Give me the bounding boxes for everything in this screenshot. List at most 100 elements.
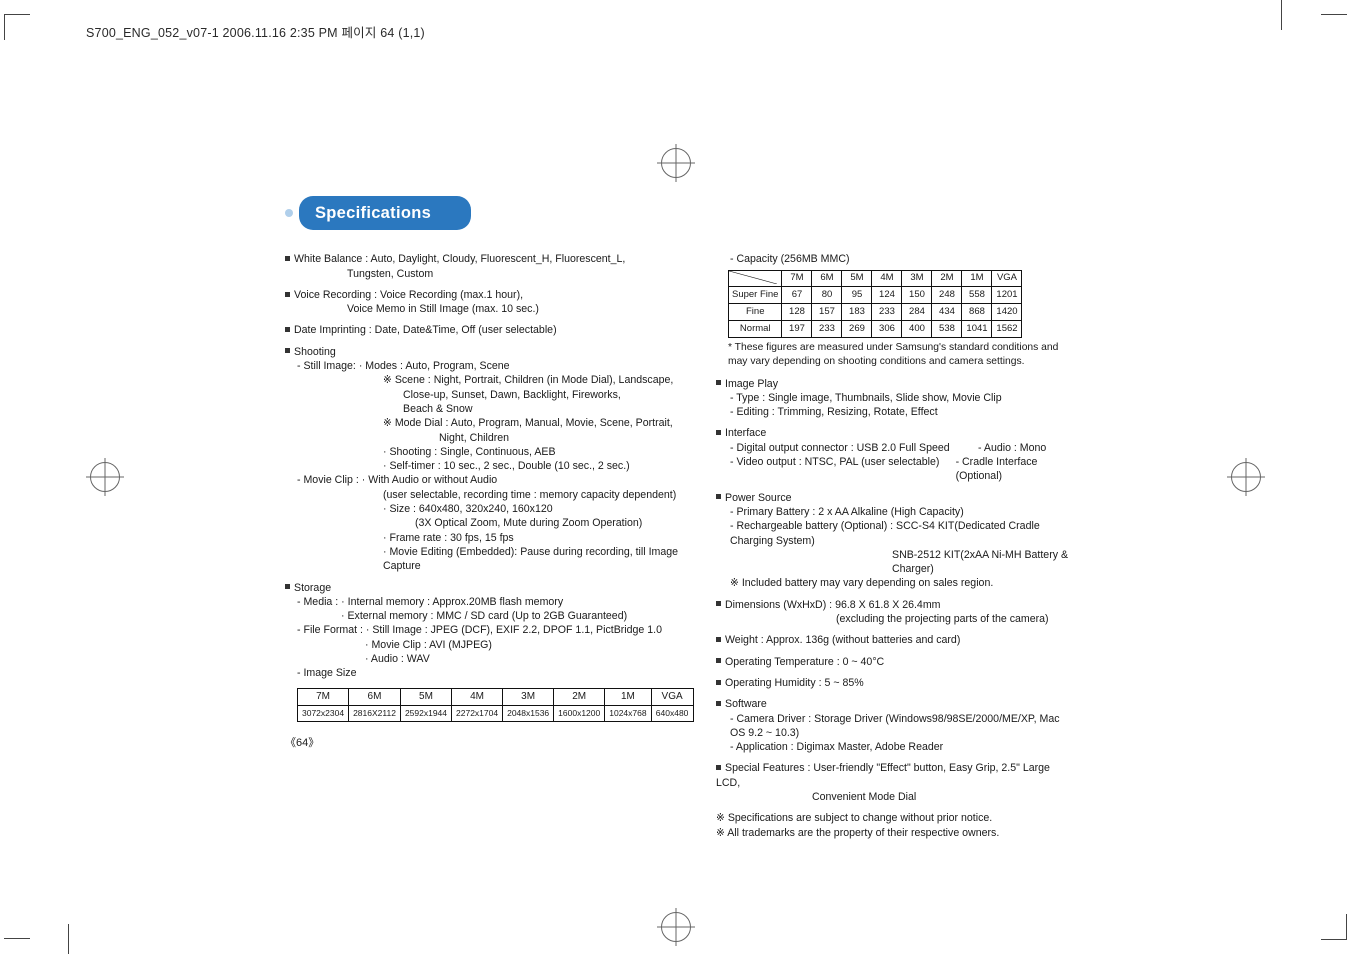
text: ※ Mode Dial : Auto, Program, Manual, Mov… [285, 416, 680, 430]
text: · Size : 640x480, 320x240, 160x120 [285, 502, 680, 516]
bullet-icon [716, 765, 721, 770]
footnote-specs: ※ Specifications are subject to change w… [716, 811, 1075, 825]
file-tag: S700_ENG_052_v07-1 2006.11.16 2:35 PM 페이… [86, 22, 425, 41]
section-title: Specifications [285, 196, 1075, 230]
text: (user selectable, recording time : memor… [285, 488, 680, 502]
bullet-icon [716, 658, 721, 663]
registration-mark-right [1231, 462, 1261, 492]
text: Operating Humidity : 5 ~ 85% [725, 677, 864, 689]
text: - Media : · Internal memory : Approx.20M… [285, 595, 680, 609]
text: · Movie Editing (Embedded): Pause during… [285, 545, 680, 574]
text: · External memory : MMC / SD card (Up to… [285, 609, 680, 623]
text: ※ Scene : Night, Portrait, Children (in … [285, 373, 680, 387]
text: · Audio : WAV [285, 652, 680, 666]
text: - Rechargeable battery (Optional) : SCC-… [716, 519, 1075, 548]
spec-software: Software - Camera Driver : Storage Drive… [716, 697, 1075, 754]
page-content: Specifications White Balance : Auto, Day… [285, 196, 1075, 840]
text: Software [725, 698, 767, 710]
bullet-icon [285, 256, 290, 261]
text: Close-up, Sunset, Dawn, Backlight, Firew… [285, 388, 680, 402]
bullet-icon [285, 584, 290, 589]
text: Voice Recording : Voice Recording (max.1… [294, 289, 523, 301]
crop-mark-bl2 [68, 924, 70, 954]
spec-voice-recording: Voice Recording : Voice Recording (max.1… [285, 288, 680, 317]
spec-storage: Storage - Media : · Internal memory : Ap… [285, 581, 680, 681]
spec-shooting: Shooting - Still Image: · Modes : Auto, … [285, 345, 680, 574]
title-dot-icon [285, 209, 293, 217]
text: (3X Optical Zoom, Mute during Zoom Opera… [285, 516, 680, 530]
text: - Still Image: · Modes : Auto, Program, … [285, 359, 680, 373]
text: Weight : Approx. 136g (without batteries… [725, 634, 960, 646]
text: - Editing : Trimming, Resizing, Rotate, … [716, 405, 1075, 419]
capacity-note: * These figures are measured under Samsu… [716, 341, 1075, 369]
text: Storage [294, 582, 331, 594]
text: Voice Memo in Still Image (max. 10 sec.) [285, 302, 680, 316]
registration-mark-bottom [661, 912, 691, 942]
spec-humidity: Operating Humidity : 5 ~ 85% [716, 676, 1075, 690]
title-text: Specifications [299, 196, 471, 230]
text: - Digital output connector : USB 2.0 Ful… [730, 441, 978, 455]
left-column: White Balance : Auto, Daylight, Cloudy, … [285, 252, 680, 840]
spec-power-source: Power Source - Primary Battery : 2 x AA … [716, 491, 1075, 591]
text: Dimensions (WxHxD) : 96.8 X 61.8 X 26.4m… [725, 599, 940, 611]
crop-mark-tr [1321, 14, 1347, 16]
text: - Movie Clip : · With Audio or without A… [285, 473, 680, 487]
text: · Shooting : Single, Continuous, AEB [285, 445, 680, 459]
crop-mark-bl [4, 938, 30, 940]
capacity-table: 7M6M5M4M3M2M1MVGA Super Fine678095124150… [728, 270, 1022, 338]
text: Image Play [725, 378, 778, 390]
text: ※ Included battery may vary depending on… [716, 576, 1075, 590]
text: - Camera Driver : Storage Driver (Window… [716, 712, 1075, 741]
text: Convenient Mode Dial [716, 790, 1075, 804]
footnote-trademarks: ※ All trademarks are the property of the… [716, 826, 1075, 840]
text: - Type : Single image, Thumbnails, Slide… [716, 391, 1075, 405]
text: Date Imprinting : Date, Date&Time, Off (… [294, 324, 557, 336]
image-size-table: 7M6M5M4M3M2M1MVGA 3072x23042816X21122592… [297, 688, 694, 722]
crop-mark-br [1321, 914, 1347, 940]
spec-dimensions: Dimensions (WxHxD) : 96.8 X 61.8 X 26.4m… [716, 598, 1075, 627]
bullet-icon [716, 637, 721, 642]
text: · Frame rate : 30 fps, 15 fps [285, 531, 680, 545]
bullet-icon [285, 348, 290, 353]
text: - Primary Battery : 2 x AA Alkaline (Hig… [716, 505, 1075, 519]
crop-mark-tr2 [1281, 0, 1283, 30]
text: Shooting [294, 346, 336, 358]
text: · Movie Clip : AVI (MJPEG) [285, 638, 680, 652]
page-number: 《64》 [285, 736, 680, 751]
text: (excluding the projecting parts of the c… [716, 612, 1075, 626]
bullet-icon [716, 680, 721, 685]
right-column: - Capacity (256MB MMC) 7M6M5M4M3M2M1MVGA… [716, 252, 1075, 840]
text: Special Features : User-friendly "Effect… [716, 762, 1050, 788]
text: SNB-2512 KIT(2xAA Ni-MH Battery & Charge… [716, 548, 1075, 577]
text: White Balance : Auto, Daylight, Cloudy, … [294, 253, 625, 265]
text: - Video output : NTSC, PAL (user selecta… [730, 455, 956, 484]
spec-special-features: Special Features : User-friendly "Effect… [716, 761, 1075, 804]
text: - Image Size [285, 666, 680, 680]
text: - Application : Digimax Master, Adobe Re… [716, 740, 1075, 754]
bullet-icon [716, 380, 721, 385]
text: - File Format : · Still Image : JPEG (DC… [285, 623, 680, 637]
text: Night, Children [285, 431, 680, 445]
bullet-icon [716, 701, 721, 706]
bullet-icon [285, 292, 290, 297]
text: Tungsten, Custom [285, 267, 680, 281]
bullet-icon [716, 601, 721, 606]
spec-temp: Operating Temperature : 0 ~ 40°C [716, 655, 1075, 669]
bullet-icon [716, 430, 721, 435]
text: Beach & Snow [285, 402, 680, 416]
spec-date-imprinting: Date Imprinting : Date, Date&Time, Off (… [285, 323, 680, 337]
text: Interface [725, 427, 766, 439]
bullet-icon [285, 327, 290, 332]
spec-interface: Interface - Digital output connector : U… [716, 426, 1075, 483]
crop-mark-tl [4, 14, 30, 40]
text: · Self-timer : 10 sec., 2 sec., Double (… [285, 459, 680, 473]
text: Power Source [725, 492, 792, 504]
spec-weight: Weight : Approx. 136g (without batteries… [716, 633, 1075, 647]
capacity-heading: - Capacity (256MB MMC) [716, 252, 1075, 266]
spec-white-balance: White Balance : Auto, Daylight, Cloudy, … [285, 252, 680, 281]
registration-mark-top [661, 148, 691, 178]
spec-image-play: Image Play - Type : Single image, Thumbn… [716, 377, 1075, 420]
text: - Cradle Interface (Optional) [956, 455, 1075, 484]
text: - Audio : Mono [978, 441, 1046, 455]
registration-mark-left [90, 462, 120, 492]
